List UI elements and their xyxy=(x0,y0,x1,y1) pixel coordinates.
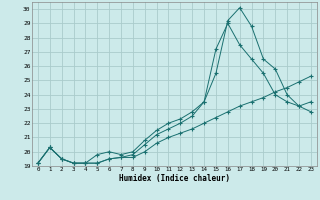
X-axis label: Humidex (Indice chaleur): Humidex (Indice chaleur) xyxy=(119,174,230,183)
